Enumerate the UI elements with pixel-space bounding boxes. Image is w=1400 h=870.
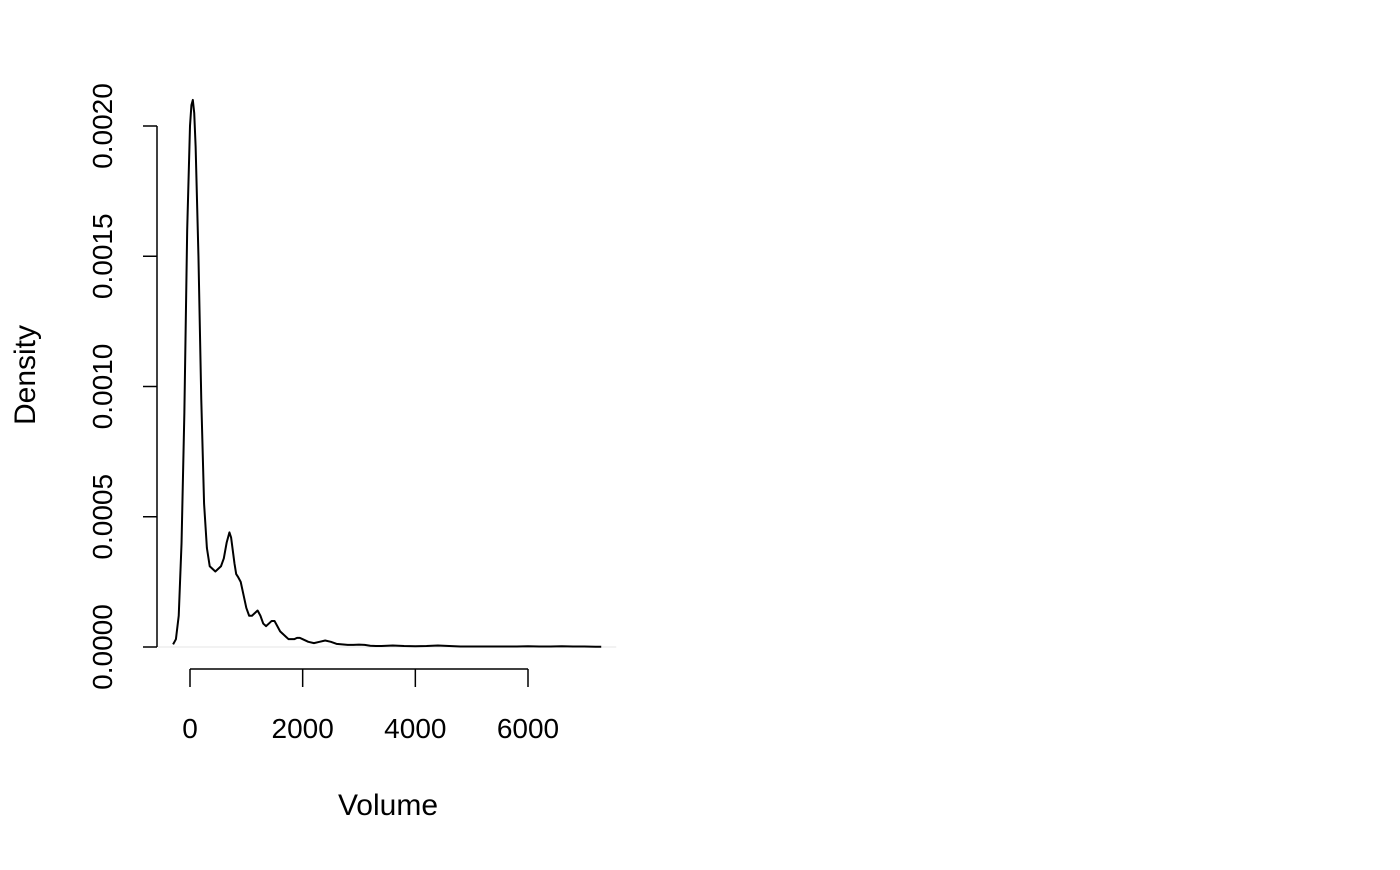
y-tick-label: 0.0015 bbox=[87, 213, 118, 299]
y-tick-label: 0.0010 bbox=[87, 344, 118, 430]
y-tick-label: 0.0000 bbox=[87, 604, 118, 690]
y-axis-label: Density bbox=[9, 325, 42, 425]
y-tick-label: 0.0020 bbox=[87, 83, 118, 169]
axes-layer: 0.0000 0.0005 0.0010 0.0015 0.0020 0 2000 4000 6… bbox=[87, 83, 559, 744]
x-tick-label: 2000 bbox=[272, 713, 334, 744]
y-tick-label: 0.0005 bbox=[87, 474, 118, 560]
x-tick-label: 0 bbox=[182, 713, 198, 744]
plot-layer bbox=[158, 98, 617, 648]
x-axis-label: Volume bbox=[338, 789, 438, 822]
x-tick-label: 4000 bbox=[384, 713, 446, 744]
density-curve bbox=[172, 98, 602, 648]
x-tick-label: 6000 bbox=[497, 713, 559, 744]
